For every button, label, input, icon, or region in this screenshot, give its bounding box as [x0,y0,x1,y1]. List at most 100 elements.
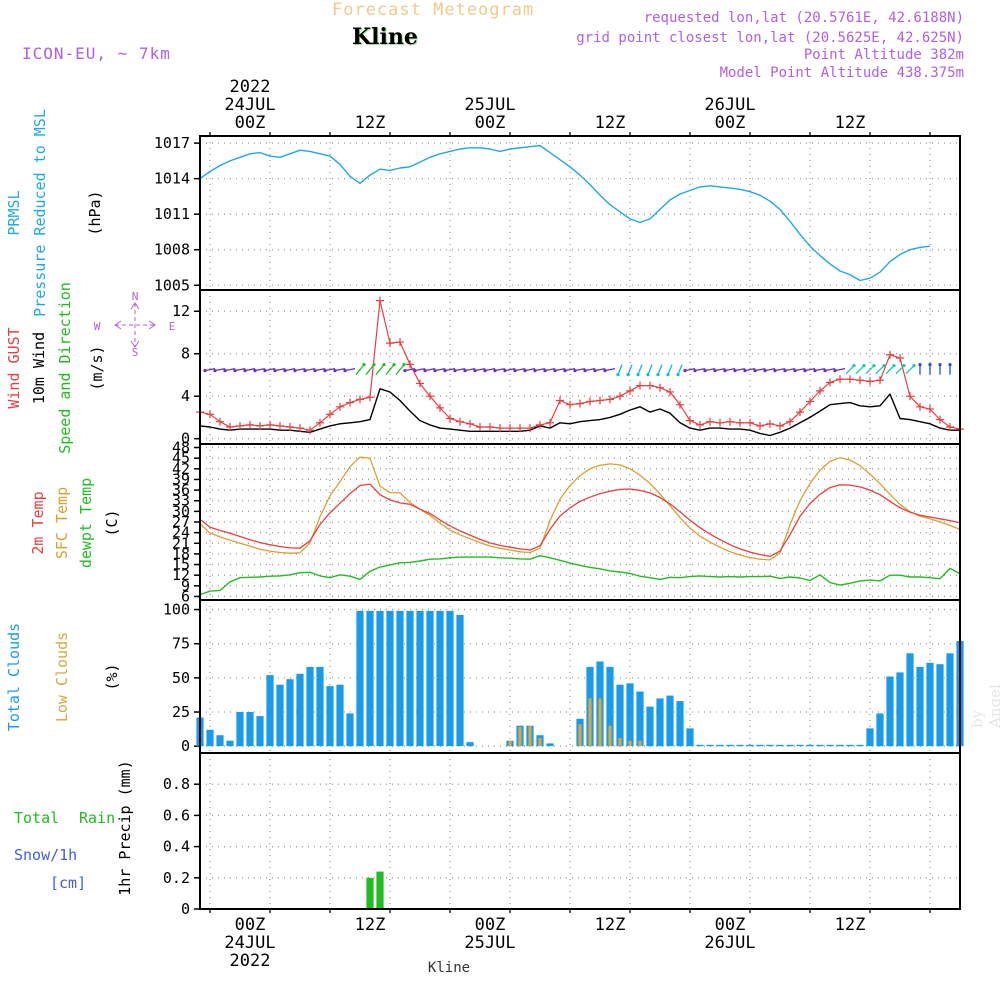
wind-arrow-head [523,369,527,373]
y-tick-label: 30 [172,502,190,520]
wind-arrow [694,368,706,372]
wind-arrow-head [392,363,396,367]
wind-arrow [244,368,256,372]
wind-arrow-head [433,369,437,373]
low-cloud-bar [538,738,542,747]
gust-point [766,419,774,428]
total-cloud-bar [916,666,924,747]
gust-point [496,424,504,433]
wind-arrow-head [403,369,407,373]
gust-point [546,418,554,427]
low-cloud-bar [518,727,522,747]
wind-arrow-head [423,369,427,373]
wind-arrow-head [213,369,217,373]
gust-point [326,410,334,419]
wind-arrow [365,364,375,376]
wind-arrow [224,368,236,372]
gust-point [236,421,244,430]
total-cloud-bar [406,610,414,747]
wind-arrow-head [862,364,866,368]
wind-arrow [434,368,446,372]
wind-arrow [667,364,673,375]
y-tick-label: 21 [172,534,190,552]
series-2m-temp [199,483,961,558]
wind-arrow [684,368,696,372]
total-cloud-bar [246,712,254,747]
gust-point [346,398,354,407]
label-prmsl: PRMSL [5,190,23,235]
gust-point [566,400,574,409]
total-cloud-bar [446,610,454,747]
wind-arrow [564,368,576,372]
wind-arrow [657,364,663,375]
total-cloud-bar [716,744,724,747]
y-tick-label: 1011 [154,205,190,223]
wind-arrow [474,368,486,372]
total-cloud-bar [236,712,244,747]
wind-arrow-head [293,369,297,373]
gust-point [296,424,304,433]
wind-arrow [324,368,336,372]
gust-point [206,410,214,419]
y-tick-label: 75 [172,635,190,653]
x-date-top: 24JUL [224,95,275,115]
wind-arrow [834,368,846,372]
wind-arrow [344,368,356,372]
gust-point [576,399,584,408]
gust-point [686,416,694,425]
gust-point [256,421,264,430]
total-cloud-bar [806,744,814,747]
gust-point [366,393,374,402]
wind-arrow [734,368,746,372]
total-cloud-bar [636,691,644,747]
wind-arrow [604,368,616,372]
compass-cross [115,303,155,347]
gust-point [596,396,604,405]
y-tick-label: 12 [172,302,190,320]
wind-arrow-head [273,369,277,373]
wind-arrow-head [626,373,630,377]
total-cloud-bar [416,610,424,747]
y-tick-label: 1017 [154,134,190,152]
total-cloud-bar [666,695,674,747]
gust-point [866,377,874,386]
gust-point [426,392,434,401]
wind-arrow [544,368,556,372]
gust-point [796,408,804,417]
wind-arrow-head [666,373,670,377]
gust-point [916,402,924,411]
gust-point [526,424,534,433]
x-label-bottom: 12Z [835,915,866,935]
wind-arrow [574,368,586,372]
wind-arrow-head [303,369,307,373]
y-tick-label: 100 [163,601,190,619]
total-cloud-bar [756,744,764,747]
gust-point [646,381,654,390]
legend-rain: Rain [79,809,115,827]
total-cloud-bar [896,672,904,747]
wind-arrow [724,368,736,372]
wind-arrow-head [683,369,687,373]
wind-arrow-head [793,369,797,373]
low-cloud-bar [598,698,602,747]
rain-bar [366,877,374,909]
y-tick-label: 1005 [154,276,190,294]
total-cloud-bar [626,683,634,747]
wind-arrow [804,368,816,372]
gust-point [906,392,914,401]
gust-point [736,418,744,427]
gust-point [676,400,684,409]
legend-snow: Snow/1h [14,846,77,864]
wind-arrow [204,368,216,372]
series-10m-wind [199,388,960,437]
gust-point [776,421,784,430]
wind-arrow [627,364,633,375]
gust-point [876,376,884,385]
x-label-top: 00Z [475,113,506,133]
wind-arrow [395,364,405,376]
wind-arrow [594,368,606,372]
total-cloud-bar [436,610,444,747]
low-cloud-bar [508,740,512,747]
wind-arrow-head [583,369,587,373]
